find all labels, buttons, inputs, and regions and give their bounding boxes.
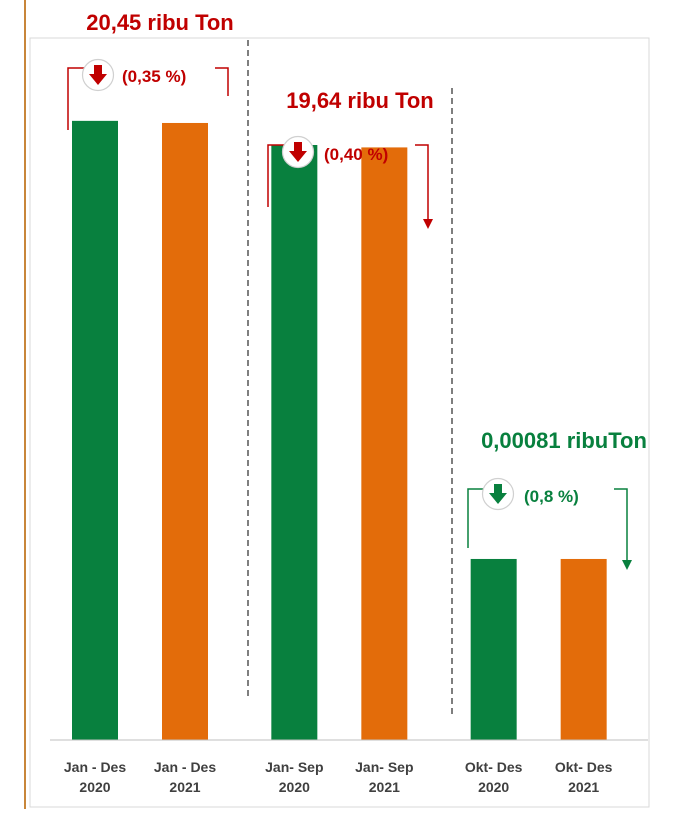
x-tick-label: Okt- Des 2021 bbox=[555, 759, 613, 795]
change-bracket-right bbox=[415, 144, 429, 225]
x-tick-label: Jan- Sep 2020 bbox=[265, 759, 323, 795]
total-annotation: 20,45 ribu Ton bbox=[86, 10, 234, 35]
change-annotation: (0,40 %) bbox=[324, 145, 388, 164]
change-annotation: (0,8 %) bbox=[524, 487, 579, 506]
total-annotation: 19,64 ribu Ton bbox=[286, 88, 434, 113]
down-arrow-circle-icon bbox=[281, 135, 315, 169]
bar-jan-des-2021 bbox=[162, 122, 208, 741]
x-tick-label: Jan - Des 2020 bbox=[64, 759, 126, 795]
bar-okt-des-2020 bbox=[470, 558, 517, 740]
change-annotation: (0,35 %) bbox=[122, 67, 186, 86]
change-bracket-right bbox=[614, 488, 628, 566]
change-bracket-left bbox=[267, 144, 284, 207]
x-tick-label: Okt- Des 2020 bbox=[465, 759, 523, 795]
x-tick-label: Jan- Sep 2021 bbox=[355, 759, 413, 795]
bar-okt-des-2021 bbox=[560, 558, 607, 740]
arrowhead bbox=[622, 560, 632, 570]
down-arrow-circle-icon bbox=[481, 477, 515, 511]
x-tick-label: Jan - Des 2021 bbox=[154, 759, 216, 795]
bar-jan-sep-2020 bbox=[271, 145, 318, 740]
plot-frame bbox=[29, 37, 650, 808]
arrowhead bbox=[423, 219, 433, 229]
down-arrow-circle-icon bbox=[81, 58, 115, 92]
change-bracket-left bbox=[67, 67, 84, 130]
bar-jan-des-2020 bbox=[72, 120, 118, 741]
bar-jan-sep-2021 bbox=[361, 147, 408, 740]
total-annotation: 0,00081 ribuTon bbox=[481, 428, 647, 453]
change-bracket-left bbox=[467, 488, 484, 548]
change-bracket-right bbox=[215, 67, 229, 96]
